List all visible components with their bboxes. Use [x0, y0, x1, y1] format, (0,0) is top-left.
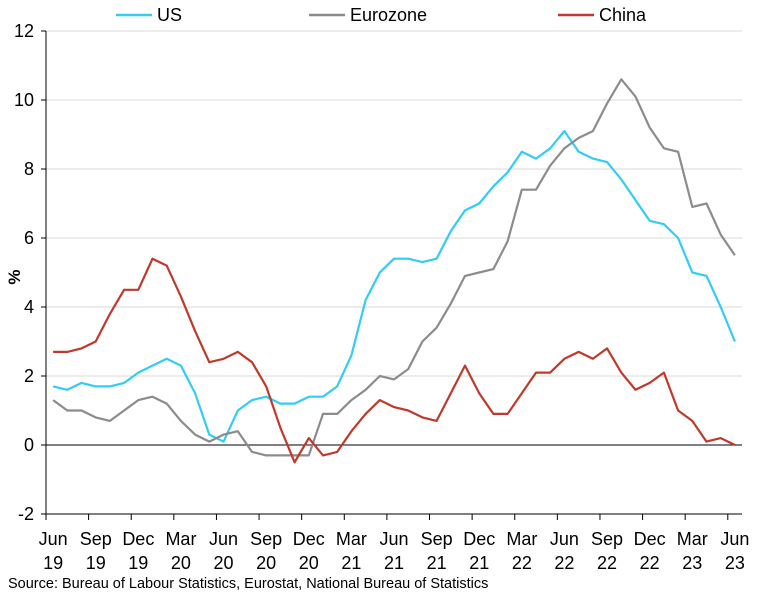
x-tick-label-year: 22: [597, 553, 617, 573]
y-tick-label: 12: [14, 21, 34, 41]
legend-label-china: China: [599, 5, 647, 25]
y-tick-label: 8: [24, 159, 34, 179]
x-tick-label-month: Jun: [39, 529, 68, 549]
source-note: Source: Bureau of Labour Statistics, Eur…: [8, 576, 489, 592]
x-tick-label-month: Sep: [591, 529, 623, 549]
y-tick-label: -2: [18, 504, 34, 524]
x-tick-label-month: Mar: [677, 529, 708, 549]
x-tick-label-year: 21: [427, 553, 447, 573]
x-tick-labels: Jun 19 Sep 19 Dec 19 Mar 20 Jun 20 Sep 20 Dec 20 Mar 21…: [39, 529, 750, 573]
grid-lines: [46, 30, 742, 377]
y-tick-label: 6: [24, 228, 34, 248]
series-line-us: [52, 130, 736, 443]
x-tick-label-year: 19: [43, 553, 63, 573]
y-tick-label: 0: [24, 435, 34, 455]
x-tick-label-year: 22: [554, 553, 574, 573]
x-tick-label-year: 20: [256, 553, 276, 573]
series-lines: [52, 78, 736, 464]
x-tick-label-year: 22: [640, 553, 660, 573]
y-tick-label: 2: [24, 366, 34, 386]
x-tick-label-year: 20: [171, 553, 191, 573]
x-tick-label-month: Sep: [421, 529, 453, 549]
x-tick-label-year: 23: [725, 553, 745, 573]
x-tick-label-month: Mar: [336, 529, 367, 549]
x-tick-label-year: 19: [86, 553, 106, 573]
x-tick-label-month: Dec: [634, 529, 666, 549]
x-tick-label-month: Mar: [165, 529, 196, 549]
y-axis-label: %: [5, 269, 24, 284]
x-tick-label-year: 23: [682, 553, 702, 573]
x-tick-label-month: Jun: [209, 529, 238, 549]
x-tick-label-month: Jun: [379, 529, 408, 549]
legend-label-eurozone: Eurozone: [350, 5, 427, 25]
x-tick-label-month: Sep: [250, 529, 282, 549]
series-line-eurozone: [52, 78, 736, 457]
x-tick-label-month: Mar: [506, 529, 537, 549]
legend-label-us: US: [157, 5, 182, 25]
y-tick-labels: -2 0 2 4 6 8 10 12: [14, 21, 34, 524]
x-tick-label-month: Sep: [80, 529, 112, 549]
line-chart: -2 0 2 4 6 8 10 12 Jun 19 Sep 19 Dec 19 Mar 20 Jun 20 Sep…: [5, 5, 750, 573]
legend: US Eurozone China: [116, 5, 647, 25]
x-tick-label-month: Dec: [293, 529, 325, 549]
x-tick-label-month: Dec: [463, 529, 495, 549]
x-tick-label-month: Dec: [122, 529, 154, 549]
x-tick-label-year: 21: [341, 553, 361, 573]
x-tick-label-year: 21: [384, 553, 404, 573]
series-line-china: [53, 257, 736, 464]
axes: [41, 30, 742, 520]
x-tick-label-year: 20: [299, 553, 319, 573]
x-tick-label-month: Jun: [550, 529, 579, 549]
y-tick-label: 4: [24, 297, 34, 317]
y-tick-label: 10: [14, 90, 34, 110]
x-tick-label-year: 19: [128, 553, 148, 573]
x-tick-label-year: 22: [512, 553, 532, 573]
x-tick-label-month: Jun: [720, 529, 749, 549]
x-tick-label-year: 21: [469, 553, 489, 573]
x-tick-label-year: 20: [214, 553, 234, 573]
